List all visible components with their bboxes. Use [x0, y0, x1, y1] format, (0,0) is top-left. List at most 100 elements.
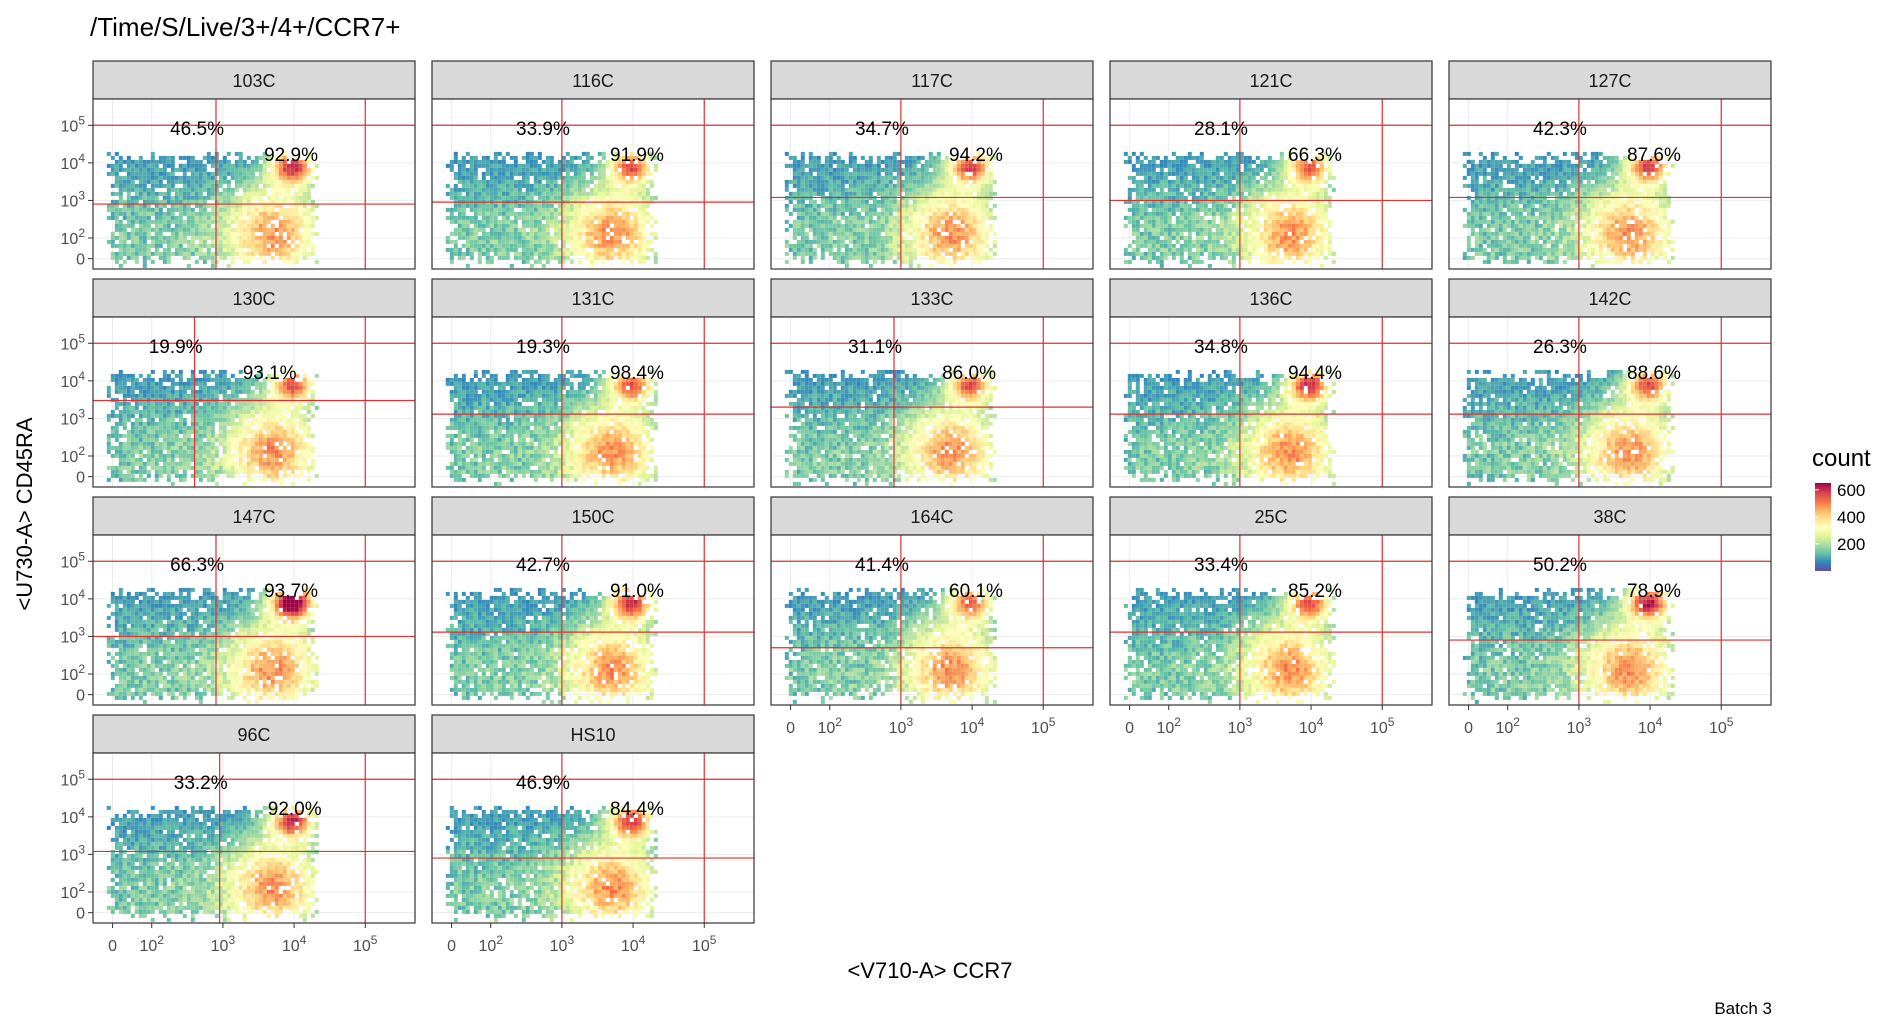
- density-cell: [877, 228, 881, 232]
- density-cell: [1156, 216, 1160, 220]
- density-cell: [913, 156, 917, 160]
- density-cell: [833, 240, 837, 244]
- density-cell: [466, 264, 470, 268]
- density-cell: [462, 184, 466, 188]
- density-cell: [937, 260, 941, 264]
- density-cell: [171, 172, 175, 176]
- density-cell: [638, 216, 642, 220]
- density-cell: [159, 216, 163, 220]
- density-cell: [1224, 180, 1228, 184]
- density-cell: [1324, 204, 1328, 208]
- density-cell: [610, 188, 614, 192]
- density-cell: [466, 188, 470, 192]
- density-cell: [877, 160, 881, 164]
- density-cell: [889, 180, 893, 184]
- density-cell: [813, 200, 817, 204]
- density-cell: [470, 192, 474, 196]
- density-cell: [1467, 236, 1471, 240]
- density-cell: [949, 176, 953, 180]
- density-cell: [147, 244, 151, 248]
- density-cell: [602, 244, 606, 248]
- density-cell: [1208, 208, 1212, 212]
- density-cell: [478, 164, 482, 168]
- density-cell: [1292, 176, 1296, 180]
- density-cell: [1324, 244, 1328, 248]
- density-cell: [1180, 164, 1184, 168]
- density-cell: [227, 200, 231, 204]
- density-cell: [630, 248, 634, 252]
- density-cell: [973, 252, 977, 256]
- density-cell: [550, 252, 554, 256]
- density-cell: [1316, 216, 1320, 220]
- density-cell: [506, 172, 510, 176]
- density-cell: [239, 200, 243, 204]
- density-cell: [1200, 172, 1204, 176]
- x-axis-label: <V710-A> CCR7: [847, 958, 1012, 983]
- density-cell: [466, 160, 470, 164]
- density-cell: [171, 168, 175, 172]
- density-cell: [1268, 260, 1272, 264]
- density-cell: [538, 196, 542, 200]
- density-cell: [510, 240, 514, 244]
- density-cell: [650, 196, 654, 200]
- density-cell: [159, 200, 163, 204]
- density-cell: [251, 176, 255, 180]
- density-cell: [845, 176, 849, 180]
- density-cell: [1136, 204, 1140, 208]
- density-cell: [1244, 212, 1248, 216]
- density-cell: [614, 204, 618, 208]
- density-cell: [1204, 164, 1208, 168]
- density-cell: [255, 216, 259, 220]
- density-cell: [247, 192, 251, 196]
- density-cell: [167, 184, 171, 188]
- density-cell: [1276, 164, 1280, 168]
- density-cell: [167, 196, 171, 200]
- density-cell: [470, 248, 474, 252]
- density-cell: [554, 232, 558, 236]
- density-cell: [143, 160, 147, 164]
- density-cell: [530, 160, 534, 164]
- density-cell: [207, 180, 211, 184]
- density-cell: [546, 236, 550, 240]
- density-cell: [622, 232, 626, 236]
- density-cell: [478, 220, 482, 224]
- density-cell: [1224, 244, 1228, 248]
- density-cell: [1288, 240, 1292, 244]
- density-cell: [287, 236, 291, 240]
- density-cell: [574, 164, 578, 168]
- density-cell: [1148, 232, 1152, 236]
- density-cell: [598, 168, 602, 172]
- density-cell: [861, 248, 865, 252]
- density-cell: [933, 176, 937, 180]
- density-cell: [594, 192, 598, 196]
- density-cell: [271, 180, 275, 184]
- density-cell: [1316, 224, 1320, 228]
- density-cell: [1316, 204, 1320, 208]
- density-cell: [618, 204, 622, 208]
- density-cell: [1272, 260, 1276, 264]
- density-cell: [1268, 156, 1272, 160]
- density-cell: [829, 208, 833, 212]
- density-cell: [809, 256, 813, 260]
- density-cell: [227, 248, 231, 252]
- density-cell: [243, 180, 247, 184]
- density-cell: [466, 204, 470, 208]
- density-cell: [263, 216, 267, 220]
- density-cell: [1284, 176, 1288, 180]
- density-cell: [957, 204, 961, 208]
- density-cell: [957, 192, 961, 196]
- density-cell: [953, 184, 957, 188]
- density-cell: [462, 156, 466, 160]
- density-cell: [1152, 248, 1156, 252]
- density-cell: [837, 204, 841, 208]
- density-cell: [466, 248, 470, 252]
- density-cell: [506, 256, 510, 260]
- density-cell: [606, 240, 610, 244]
- density-cell: [219, 192, 223, 196]
- density-cell: [1152, 208, 1156, 212]
- density-cell: [502, 196, 506, 200]
- density-cell: [1252, 244, 1256, 248]
- density-cell: [1304, 244, 1308, 248]
- density-cell: [1204, 212, 1208, 216]
- density-cell: [861, 224, 865, 228]
